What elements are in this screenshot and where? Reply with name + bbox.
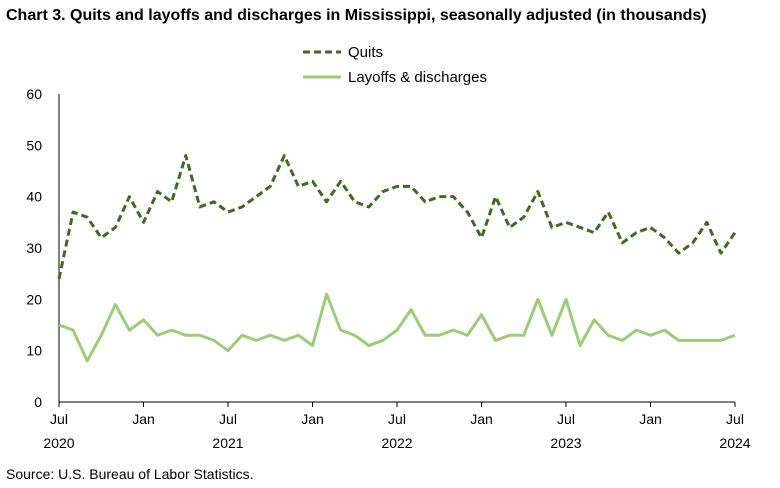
x-tick-year-label: 2022 [381, 435, 412, 451]
x-tick-label: Jul [388, 411, 406, 427]
x-tick-label: Jul [50, 411, 68, 427]
x-tick-label: Jul [219, 411, 237, 427]
x-axis: Jul 2020 Jan Jul 2021 Jan Jul 2022 Jan Jul 2023 Jan… [43, 401, 751, 451]
x-tick-label: Jan [639, 411, 662, 427]
legend-label: Layoffs & discharges [348, 69, 487, 86]
x-tick-label: Jan [470, 411, 493, 427]
y-tick-label: 60 [26, 86, 42, 102]
series-group [57, 154, 737, 363]
y-tick-label: 20 [26, 291, 42, 307]
x-tick-label: Jul [726, 411, 744, 427]
y-tick-label: 0 [34, 394, 42, 410]
legend-label: Quits [348, 44, 383, 61]
x-tick-label: Jul [557, 411, 575, 427]
x-tick-year-label: 2024 [719, 435, 750, 451]
x-tick-year-label: 2021 [212, 435, 243, 451]
legend: Quits Layoffs & discharges [303, 44, 487, 86]
y-tick-label: 50 [26, 137, 42, 153]
x-tick-year-label: 2020 [43, 435, 74, 451]
y-tick-label: 10 [26, 343, 42, 359]
series-line-quits [57, 154, 737, 280]
x-tick-label: Jan [132, 411, 155, 427]
y-tick-label: 40 [26, 189, 42, 205]
x-tick-year-label: 2023 [550, 435, 581, 451]
y-tick-label: 30 [26, 240, 42, 256]
y-axis: 0 10 20 30 40 50 60 [26, 86, 60, 410]
chart-title: Chart 3. Quits and layoffs and discharge… [6, 7, 707, 24]
source-note: Source: U.S. Bureau of Labor Statistics. [6, 466, 254, 482]
x-tick-label: Jan [301, 411, 324, 427]
series-line-layoffs-discharges [58, 292, 736, 363]
